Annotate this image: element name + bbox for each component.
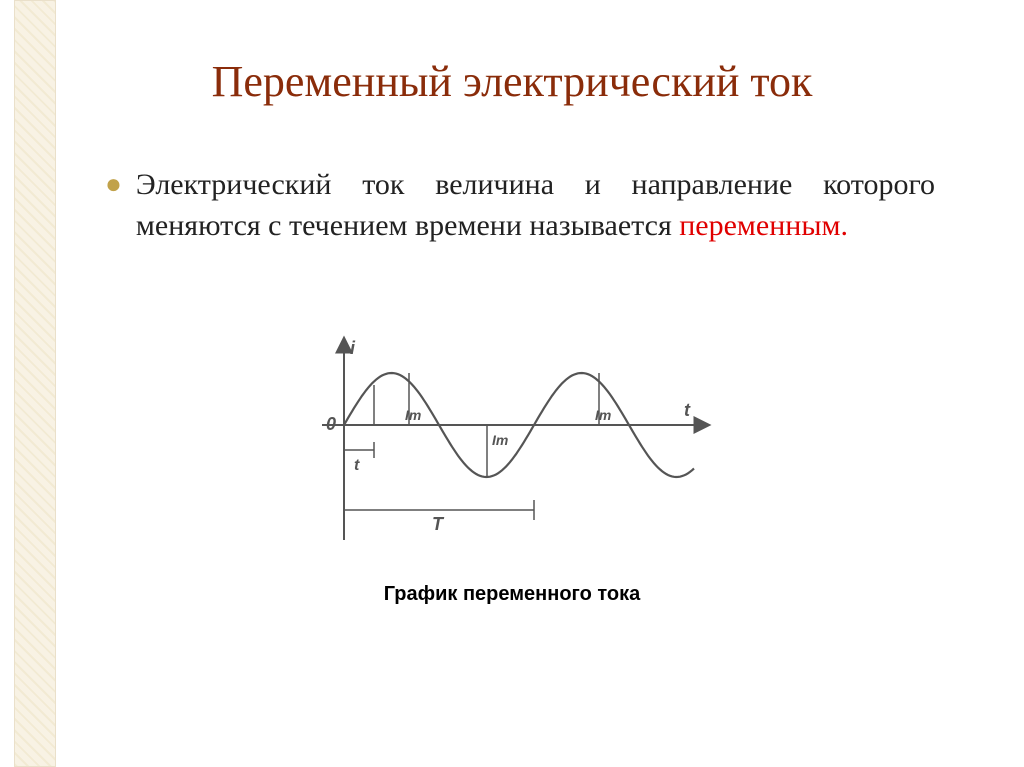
t-label: t	[354, 457, 360, 474]
Im-label-2: Im	[492, 432, 508, 448]
title-text: Переменный электрический ток	[212, 57, 813, 106]
Im-label-3: Im	[595, 407, 611, 423]
body-text: ● Электрический ток величина и направлен…	[105, 165, 935, 246]
y-axis-label: i	[350, 338, 356, 358]
figure: 0 i t t Im Im Im T График переменного то…	[0, 330, 1024, 606]
x-axis-label: t	[684, 400, 691, 420]
bullet-marker-icon: ●	[105, 165, 122, 246]
sine-wave-chart: 0 i t t Im Im Im T	[302, 330, 722, 570]
origin-label: 0	[326, 414, 336, 434]
Im-label-1: Im	[405, 407, 421, 423]
bullet-highlighted: переменным.	[679, 209, 848, 242]
period-label: T	[432, 514, 445, 534]
slide-title: Переменный электрический ток	[0, 56, 1024, 107]
figure-caption: График переменного тока	[0, 583, 1024, 606]
